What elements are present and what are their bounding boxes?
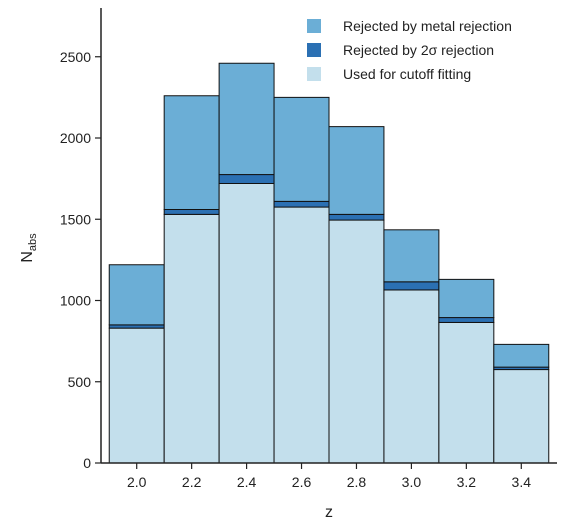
bar-segment (108, 327, 165, 464)
bar-segment (273, 96, 330, 202)
y-tick-label: 2000 (60, 130, 91, 146)
x-tick-label: 3.2 (457, 474, 477, 490)
bar-segment (383, 289, 440, 464)
bar-segment (493, 369, 550, 464)
y-axis-label-subscript: abs (27, 233, 39, 251)
y-tick-label: 0 (83, 455, 91, 471)
y-tick-label: 1000 (60, 293, 91, 309)
legend: Rejected by metal rejection Rejected by 2… (307, 18, 512, 82)
bars-group (108, 62, 550, 464)
y-tick-label: 1500 (60, 211, 91, 227)
legend-swatch (307, 19, 321, 33)
bar-segment (493, 343, 550, 368)
y-tick-label: 2500 (60, 49, 91, 65)
bar-segment (273, 200, 330, 208)
bar-segment (383, 229, 440, 283)
bar-segment (328, 219, 385, 464)
bar-segment (273, 206, 330, 464)
ticks-group: 0 500 1000 1500 2000 2500 2.0 2.2 2.4 2.6 2.8 3.0 3.… (60, 49, 531, 490)
x-tick-label: 2.4 (237, 474, 257, 490)
legend-swatch (307, 67, 321, 81)
bar-segment (328, 126, 385, 215)
bar-segment (218, 62, 275, 176)
bar-segment (163, 95, 220, 210)
bar-segment (218, 174, 275, 184)
legend-label: Rejected by metal rejection (343, 18, 512, 34)
legend-swatch (307, 43, 321, 57)
x-tick-label: 2.2 (182, 474, 202, 490)
bar-segment (328, 213, 385, 221)
y-axis-label: Nabs (19, 233, 39, 263)
bar-segment (438, 317, 495, 323)
y-tick-label: 500 (68, 374, 92, 390)
x-axis-label: z (325, 504, 333, 521)
x-tick-label: 2.6 (292, 474, 312, 490)
legend-label: Used for cutoff fitting (343, 66, 471, 82)
x-tick-label: 2.0 (127, 474, 147, 490)
y-axis-label-main: N (19, 251, 36, 263)
bar-segment (438, 278, 495, 319)
bar-segment (218, 183, 275, 464)
bar-segment (163, 209, 220, 215)
legend-label: Rejected by 2σ rejection (343, 42, 494, 58)
x-tick-label: 3.0 (402, 474, 422, 490)
x-tick-label: 3.4 (512, 474, 532, 490)
bar-segment (108, 264, 165, 326)
bar-segment (438, 321, 495, 464)
bar-segment (163, 213, 220, 464)
x-tick-label: 2.8 (347, 474, 367, 490)
bar-segment (383, 281, 440, 291)
axes-group (100, 8, 557, 464)
